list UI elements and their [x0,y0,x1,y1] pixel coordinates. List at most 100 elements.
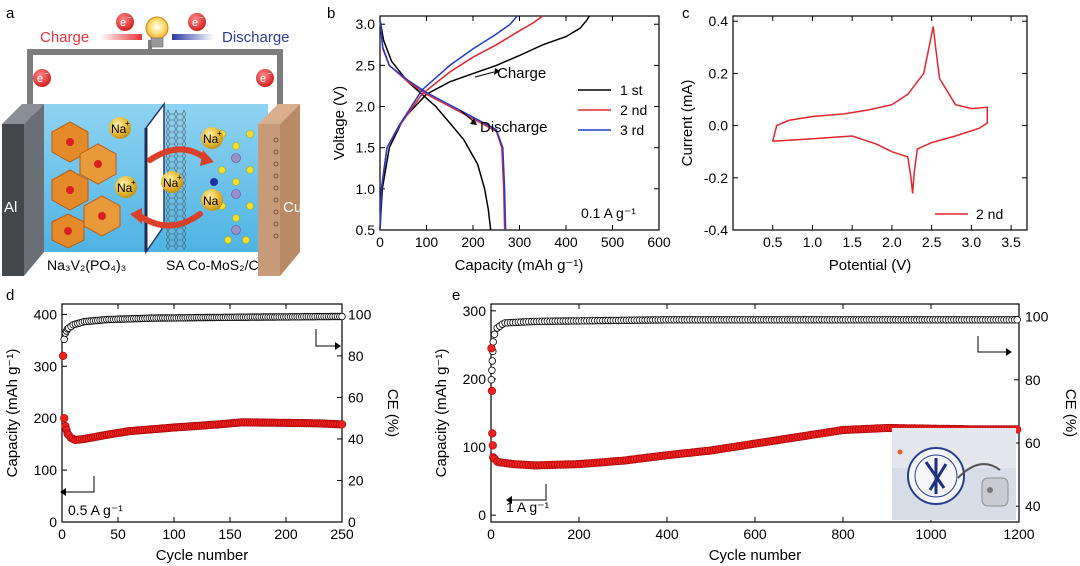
y-tick-label: 400 [34,306,58,322]
svg-text:−: − [127,13,132,22]
sodium-ion: Na [201,189,223,211]
svg-text:+: + [177,173,182,182]
y2-tick-label: 60 [1025,435,1041,451]
capacity-marker [488,429,497,438]
rate-label: 1 A g⁻¹ [506,499,550,515]
legend: 2 nd [935,206,1003,222]
x-ticks: 0 100 200 300 400 500 600 [376,16,671,250]
svg-text:−: − [44,69,49,78]
svg-text:+: + [217,129,222,138]
y-tick-label: 200 [463,371,487,387]
svg-text:Na: Na [111,122,127,136]
y-tick-label: 0.2 [709,65,729,81]
capacity-marker [488,441,497,450]
x-tick-label: 1200 [1003,526,1034,542]
y-ticks: 0 100 200 300 [463,303,496,523]
x-axis-label: Potential (V) [829,257,912,274]
y2-tick-label: 80 [348,348,364,364]
svg-text:−: − [267,69,272,78]
svg-text:+: + [131,178,136,187]
x-tick-label: 0 [487,526,495,542]
y2-tick-label: 20 [348,472,364,488]
discharge-arrow [172,34,214,40]
y-tick-label: 300 [34,358,58,374]
svg-text:Na: Na [203,132,219,146]
charge-curve [379,15,518,231]
ce-marker [338,312,346,321]
y2-tick-label: 40 [348,431,364,447]
y2-tick-label: 0 [348,514,356,530]
y2-ticks: 40 60 80 100 [1014,309,1049,514]
ce-markers [59,312,346,360]
x-tick-label: 600 [647,234,671,250]
panel-letter-c: c [682,5,690,22]
x-tick-label: 1.5 [842,234,862,250]
ce-marker [487,376,496,384]
panel-d: d 0 50 100 150 200 250 0 100 200 300 400 0 20 40 60 8… [4,287,401,564]
plot-lines [771,26,989,194]
svg-text:e: e [37,73,43,85]
capacity-marker [58,351,68,361]
ce-axis-pointer [315,329,335,347]
y-axis-label: Voltage (V) [331,86,348,160]
y2-axis-label: CE (%) [384,389,401,437]
x-axis-label: Cycle number [709,547,802,564]
y-tick-label: 3.0 [356,16,376,32]
svg-text:e: e [192,17,198,29]
svg-text:−: − [199,13,204,22]
plot-lines [379,15,590,231]
y-tick-label: 0.4 [709,13,729,29]
capacity-marker [487,344,496,353]
charge-arrow [100,34,142,40]
x-tick-label: 2.5 [922,234,942,250]
discharge-curve [379,20,507,231]
panel-b: b 0 100 200 300 400 500 600 0.5 1.0 1.5 2.0 2.5 3.0… [327,5,671,274]
cobalt-atom [210,178,218,186]
y-axis-label: Capacity (mAh g⁻¹) [433,349,450,478]
y2-tick-label: 40 [1025,498,1041,514]
y2-axis-label: CE (%) [1062,389,1079,437]
x-tick-label: 200 [274,526,298,542]
ce-markers [487,316,1021,384]
panel-a: a Charge Discharge e − e − e − [2,5,302,276]
legend-label: 2 nd [620,102,647,118]
y2-tick-label: 80 [1025,372,1041,388]
x-tick-label: 200 [567,526,591,542]
al-label: Al [4,199,17,216]
y-tick-label: 0 [49,514,57,530]
charge-annotation-arrow [474,71,495,78]
x-ticks: 0 200 400 600 800 1000 1200 [487,304,1035,542]
discharge-label: Discharge [222,29,290,46]
rate-label: 0.5 A g⁻¹ [68,502,123,518]
cu-label: Cu [283,199,302,216]
anode-label: SA Co-MoS₂/C [166,257,259,273]
svg-text:+: + [125,119,130,128]
circuit-wire [27,49,283,118]
charge-curve [379,15,590,231]
x-tick-label: 1000 [915,526,946,542]
electron-icon: e − [116,13,134,31]
ion-flow-arrow [147,146,208,163]
plot-frame [732,15,1028,231]
plot-frame [61,303,343,523]
legend-label: 1 st [620,82,643,98]
ce-axis-pointer [977,336,1006,353]
inset-photo [892,428,1016,520]
x-tick-label: 300 [508,234,532,250]
x-tick-label: 150 [218,526,242,542]
y-tick-label: 200 [34,410,58,426]
svg-text:Na: Na [163,176,179,190]
svg-text:Na: Na [203,194,219,208]
y2-tick-label: 100 [348,306,372,322]
panel-e: e 0 200 400 600 800 1000 1200 0 100 200 300 40 60 8… [433,287,1079,564]
ce-marker [490,330,499,338]
capacity-marker [487,386,497,396]
panel-letter-e: e [452,287,460,304]
sodium-ion: Na+ [201,127,223,149]
x-tick-label: 0 [376,234,384,250]
panel-letter-b: b [327,5,335,22]
y-tick-label: 100 [463,439,487,455]
x-tick-label: 3.0 [962,234,982,250]
electron-icon: e − [188,13,206,31]
panel-c: c 0.5 1.0 1.5 2.0 2.5 3.0 3.5 -0.4 -0.2 0.0 0.2 0.… [679,5,1028,274]
